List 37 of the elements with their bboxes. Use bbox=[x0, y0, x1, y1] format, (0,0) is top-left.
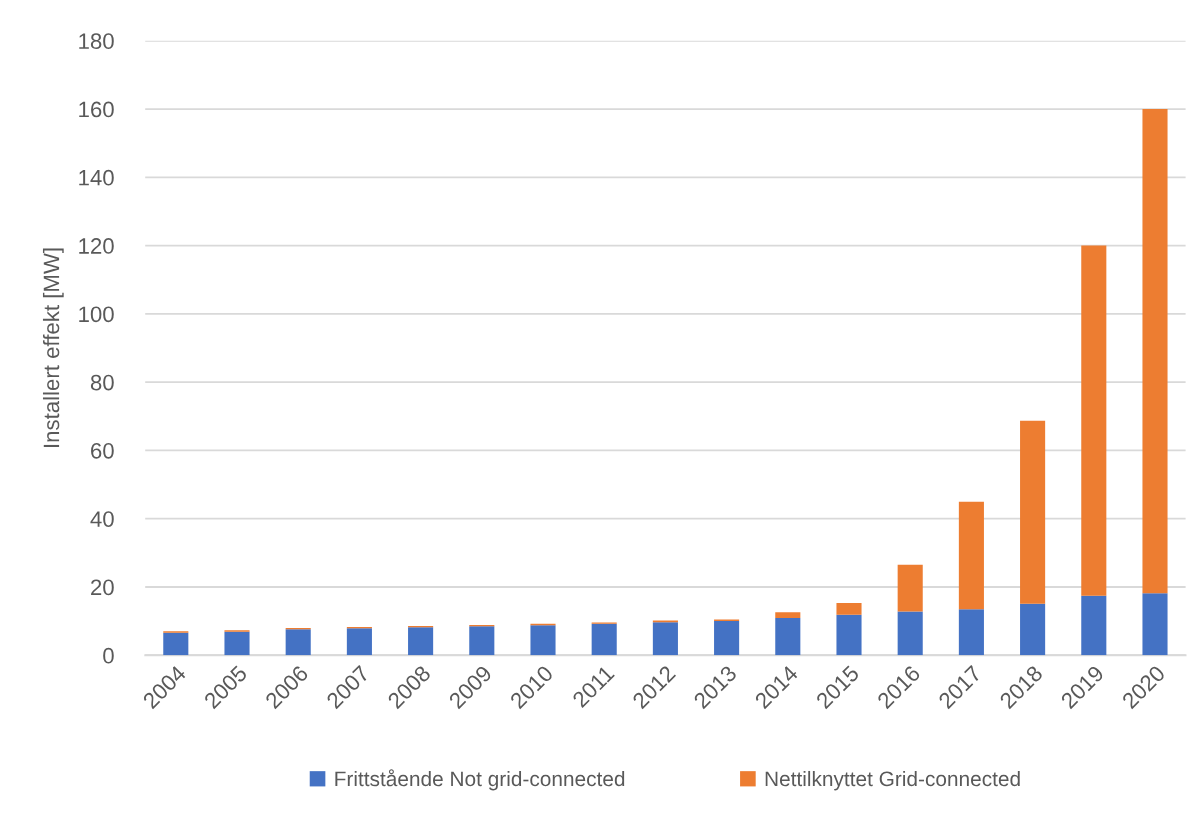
y-axis-title: Installert effekt [MW] bbox=[42, 248, 64, 448]
bar bbox=[530, 625, 556, 656]
y-tick-label: 0 bbox=[103, 647, 114, 664]
bar bbox=[163, 632, 189, 656]
bar bbox=[836, 614, 862, 656]
bar bbox=[1142, 109, 1168, 594]
bar bbox=[775, 618, 801, 656]
bar bbox=[897, 564, 923, 612]
y-tick-label: 160 bbox=[79, 101, 114, 118]
y-tick-label: 140 bbox=[79, 169, 114, 186]
y-tick-label: 180 bbox=[79, 33, 114, 50]
y-tick-label: 120 bbox=[79, 238, 114, 254]
legend-label: Nettilknyttet Grid-connected bbox=[765, 770, 1020, 791]
bar bbox=[1081, 595, 1107, 656]
bar bbox=[224, 631, 250, 656]
bar bbox=[1020, 420, 1046, 604]
bar bbox=[408, 627, 434, 656]
y-tick-label: 20 bbox=[91, 579, 114, 596]
bar bbox=[346, 628, 372, 656]
bar bbox=[1081, 245, 1107, 596]
bar bbox=[469, 626, 495, 656]
y-tick-label: 100 bbox=[79, 306, 114, 323]
bar bbox=[1142, 593, 1168, 656]
bar bbox=[897, 611, 923, 656]
bar bbox=[775, 612, 801, 619]
bar bbox=[1020, 603, 1046, 656]
y-tick-label: 40 bbox=[90, 511, 114, 527]
bar bbox=[958, 501, 984, 610]
y-tick-label: 60 bbox=[91, 442, 114, 459]
y-tick-label: 80 bbox=[90, 374, 114, 391]
legend-label: Frittstående Not grid-connected bbox=[335, 769, 625, 791]
bar bbox=[285, 629, 311, 656]
bar bbox=[958, 609, 984, 656]
bar bbox=[591, 623, 617, 656]
bar bbox=[652, 622, 678, 656]
bar bbox=[714, 621, 740, 656]
bar bbox=[836, 603, 862, 615]
